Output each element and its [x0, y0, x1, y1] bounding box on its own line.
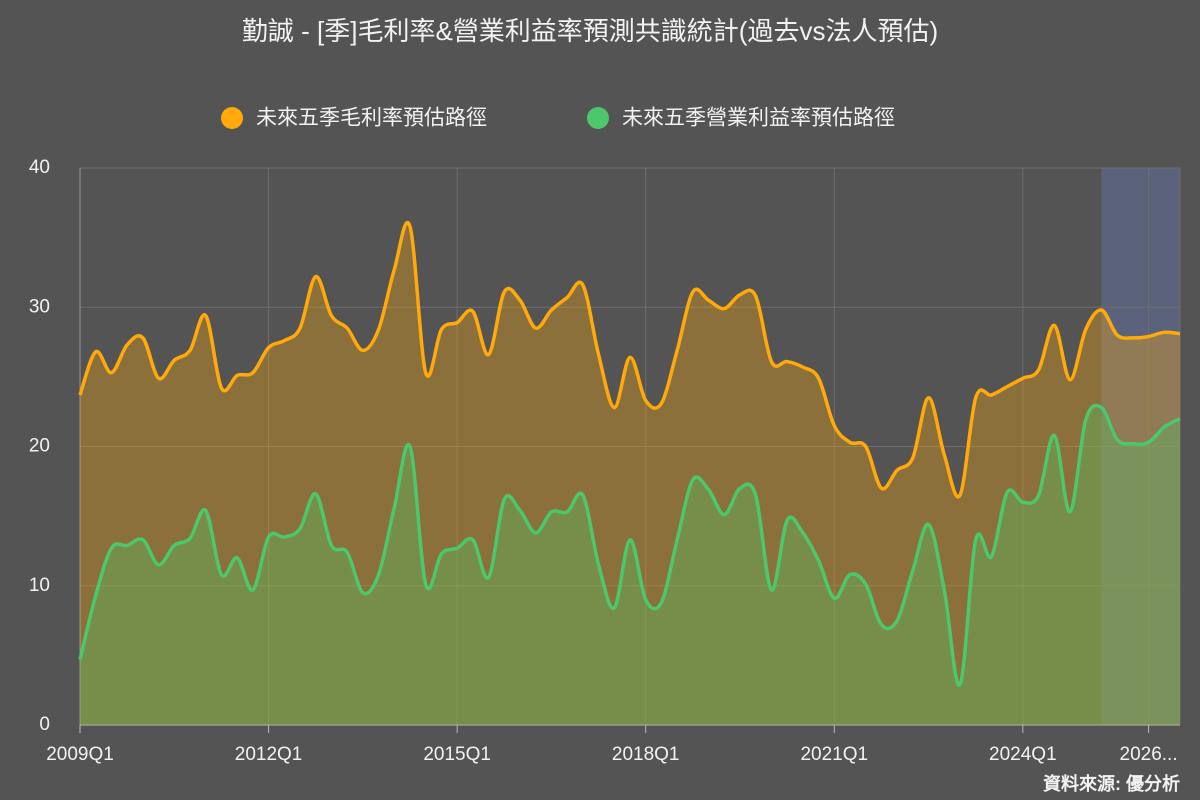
x-tick-label: 2012Q1	[235, 744, 303, 765]
area	[80, 405, 1180, 725]
x-tick-label: 2015Q1	[423, 744, 491, 765]
y-tick-label: 20	[29, 436, 50, 457]
y-tick-label: 30	[29, 296, 50, 317]
x-tick-label: 2009Q1	[46, 744, 114, 765]
line	[78, 221, 1181, 499]
x-tick-label: 2018Q1	[612, 744, 680, 765]
y-tick-label: 0	[39, 714, 50, 735]
y-tick-label: 40	[29, 157, 50, 178]
legend-label: 未來五季毛利率預估路徑	[256, 107, 487, 130]
legend-marker	[221, 107, 243, 129]
legend-marker	[587, 107, 609, 129]
x-tick-label: 2021Q1	[800, 744, 868, 765]
chart-title: 勤誠 - [季]毛利率&營業利益率預測共識統計(過去vs法人預估)	[242, 16, 938, 46]
legend-label: 未來五季營業利益率預估路徑	[622, 107, 895, 130]
line	[78, 403, 1181, 687]
x-tick-label: 2026...	[1120, 744, 1178, 765]
x-tick-label: 2024Q1	[989, 744, 1057, 765]
y-tick-label: 10	[29, 575, 50, 596]
source: 資料來源: 優分析	[1043, 773, 1180, 794]
